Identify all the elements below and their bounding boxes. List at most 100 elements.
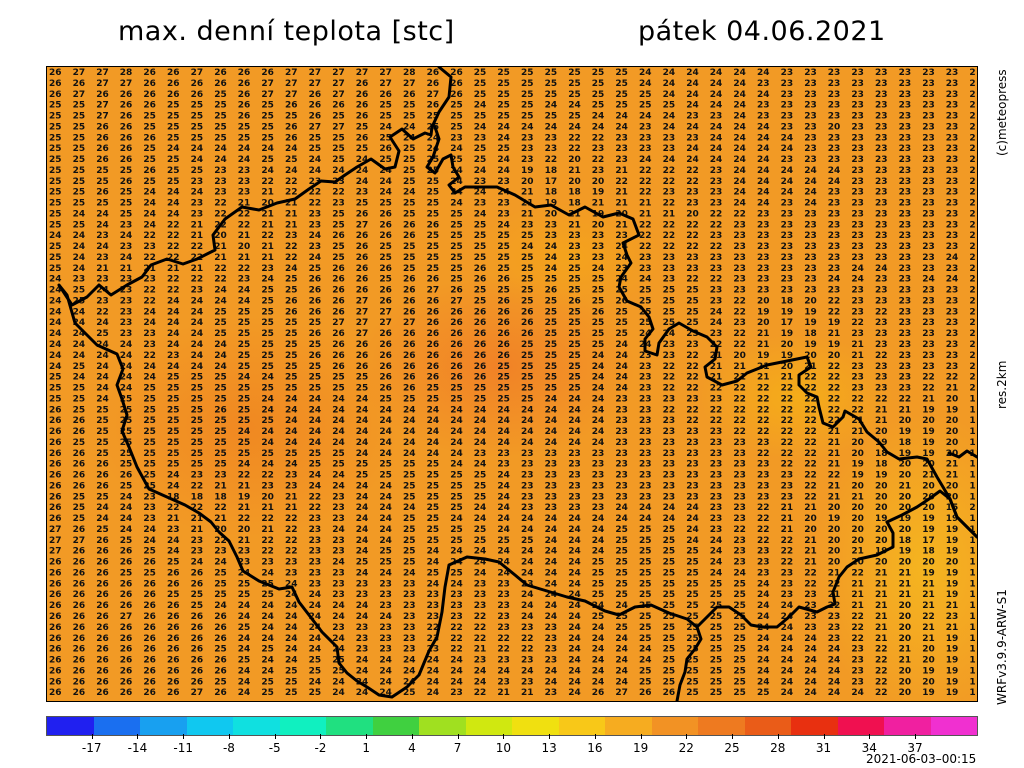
grid-value: 26 [521,307,534,317]
grid-value: 23 [521,656,534,666]
grid-value: 19 [946,547,959,557]
grid-value: 25 [214,329,227,339]
grid-value: 24 [521,514,534,524]
grid-value: 24 [615,666,628,676]
grid-value: 23 [143,275,156,285]
grid-value: 21 [828,427,841,437]
grid-value: 26 [356,101,369,111]
grid-value: 19 [875,514,888,524]
grid-value: 23 [332,569,345,579]
grid-value: 26 [120,666,133,676]
grid-value: 26 [191,677,204,687]
grid-value: 25 [592,590,605,600]
grid-value: 24 [261,394,274,404]
grid-value: 19 [922,666,935,676]
grid-value: 22 [733,297,746,307]
grid-value: 22 [261,177,274,187]
grid-value: 22 [757,449,770,459]
grid-value: 26 [214,68,227,78]
grid-value: 21 [804,558,817,568]
grid-value: 25 [261,133,274,143]
grid-value: 25 [238,438,251,448]
grid-value: 27 [615,688,628,698]
grid-value: 24 [143,536,156,546]
grid-value: 25 [450,525,463,535]
grid-value: 21 [497,688,510,698]
grid-value: 22 [450,623,463,633]
grid-value: 19 [804,307,817,317]
grid-value: 24 [332,438,345,448]
grid-value: 20 [851,503,864,513]
grid-value: 24 [545,394,558,404]
grid-value: 22 [427,623,440,633]
grid-value: 25 [639,677,652,687]
grid-value: 24 [356,394,369,404]
grid-value: 25 [545,340,558,350]
grid-value: 25 [167,449,180,459]
grid-value: 26 [450,373,463,383]
grid-value: 25 [238,623,251,633]
grid-value: 25 [167,122,180,132]
grid-value: 23 [733,471,746,481]
grid-value: 25 [427,264,440,274]
grid-value: 26 [73,471,86,481]
grid-value: 23 [521,460,534,470]
grid-value: 1 [969,656,975,666]
grid-value: 26 [309,90,322,100]
grid-value: 24 [710,133,723,143]
grid-value: 23 [592,460,605,470]
grid-value: 23 [191,199,204,209]
grid-value: 23 [946,318,959,328]
grid-value: 17 [922,536,935,546]
grid-value: 25 [592,558,605,568]
grid-value: 27 [73,536,86,546]
grid-value: 22 [875,677,888,687]
grid-value: 22 [686,242,699,252]
grid-value: 24 [356,405,369,415]
grid-value: 25 [615,612,628,622]
grid-value: 19 [899,427,912,437]
grid-value: 25 [403,394,416,404]
grid-value: 19 [946,666,959,676]
grid-value: 22 [261,471,274,481]
grid-value: 23 [710,503,723,513]
grid-value: 25 [710,677,723,687]
grid-value: 23 [663,275,676,285]
grid-value: 25 [733,612,746,622]
grid-value: 26 [309,112,322,122]
grid-value: 21 [946,471,959,481]
grid-value: 24 [120,340,133,350]
grid-value: 25 [521,286,534,296]
grid-value: 24 [143,362,156,372]
grid-value: 23 [663,188,676,198]
grid-value: 23 [639,351,652,361]
grid-value: 25 [356,199,369,209]
grid-value: 23 [946,297,959,307]
grid-value: 24 [474,558,487,568]
grid-value: 25 [238,362,251,372]
grid-value: 26 [49,656,62,666]
grid-value: 24 [686,68,699,78]
grid-value: 23 [781,112,794,122]
grid-value: 26 [379,297,392,307]
grid-value: 2 [969,242,975,252]
grid-value: 24 [568,438,581,448]
grid-value: 20 [875,558,888,568]
grid-value: 23 [828,101,841,111]
grid-value: 24 [710,536,723,546]
grid-value: 25 [238,318,251,328]
grid-value: 24 [450,438,463,448]
grid-value: 2 [969,362,975,372]
grid-value: 20 [261,492,274,502]
grid-value: 23 [899,253,912,263]
grid-value: 25 [238,133,251,143]
grid-value: 23 [899,177,912,187]
grid-value: 22 [143,297,156,307]
grid-value: 23 [922,133,935,143]
grid-value: 24 [285,645,298,655]
grid-value: 24 [639,112,652,122]
grid-value: 25 [143,427,156,437]
grid-value: 25 [261,645,274,655]
grid-value: 25 [285,362,298,372]
scale-tick-label: 22 [678,741,694,755]
